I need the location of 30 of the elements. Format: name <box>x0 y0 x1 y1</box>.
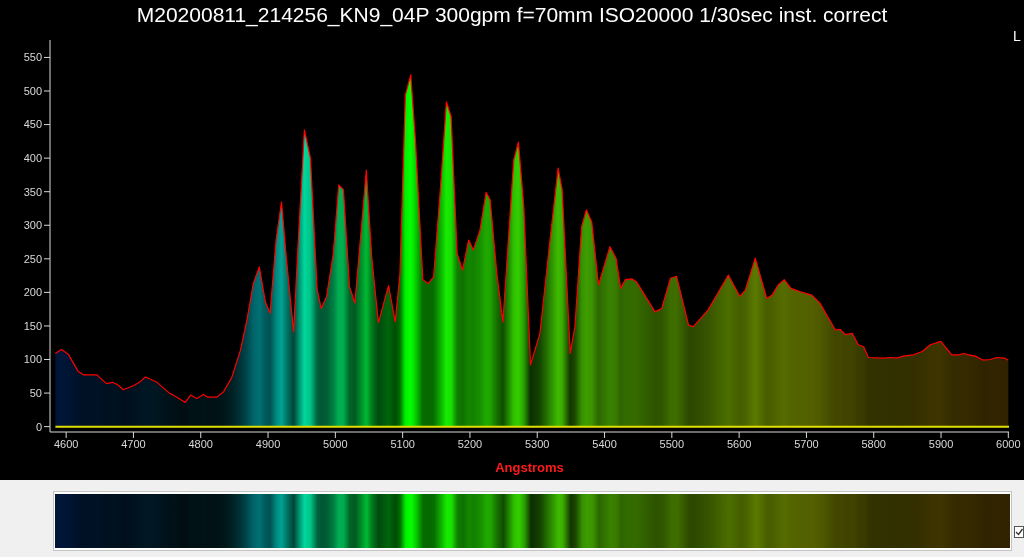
x-tick-label: 4900 <box>255 437 281 450</box>
y-tick-label: 200 <box>23 286 42 299</box>
x-tick-label: 5300 <box>525 437 550 450</box>
x-tick-label: 5400 <box>592 437 617 450</box>
y-tick-label: 50 <box>29 386 42 399</box>
x-tick-label: 5500 <box>659 437 685 450</box>
y-tick-label: 550 <box>23 51 42 64</box>
chart-title: M20200811_214256_KN9_04P 300gpm f=70mm ISO20000 1/30sec inst. correct <box>135 3 889 27</box>
x-tick-label: 5800 <box>861 437 886 450</box>
x-tick-label: 5000 <box>323 437 348 450</box>
y-tick-label: 0 <box>35 420 42 433</box>
x-tick-label: 4800 <box>188 437 213 450</box>
y-tick-label: 100 <box>23 353 42 366</box>
x-axis-title: Angstroms <box>495 460 564 475</box>
y-tick-label: 300 <box>23 219 42 232</box>
y-tick-label: 150 <box>23 319 42 332</box>
y-tick-label: 250 <box>23 252 42 265</box>
x-tick-label: 5200 <box>457 437 483 450</box>
x-tick-label: 5100 <box>390 437 415 450</box>
x-tick-label: 5600 <box>726 437 752 450</box>
text: L <box>1013 28 1021 44</box>
x-tick-label: 5700 <box>794 437 819 450</box>
x-tick-label: 4700 <box>121 437 146 450</box>
y-tick-label: 400 <box>23 152 42 165</box>
y-tick-label: 450 <box>23 118 42 131</box>
x-tick-label: 6000 <box>996 437 1021 450</box>
y-tick-label: 500 <box>23 84 42 97</box>
x-tick-label: 4600 <box>53 437 79 450</box>
x-tick-label: 5900 <box>928 437 954 450</box>
y-tick-label: 350 <box>23 185 42 198</box>
